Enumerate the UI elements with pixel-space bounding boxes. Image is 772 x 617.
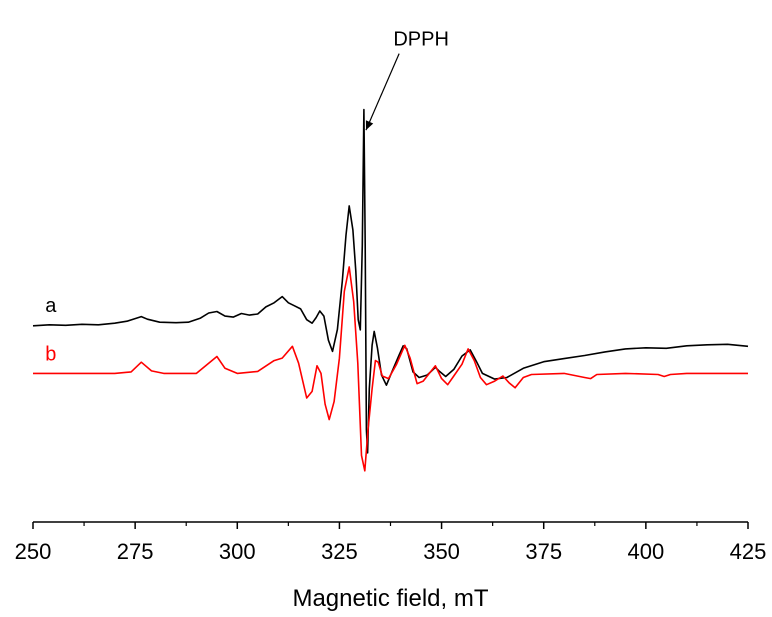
x-tick-label-425: 425 <box>730 539 767 564</box>
series-line-a <box>32 108 749 454</box>
x-tick-label-275: 275 <box>117 539 154 564</box>
x-tick-label-300: 300 <box>219 539 256 564</box>
series-layer <box>32 108 749 472</box>
x-axis: 250 275 300 325 350 375 400 425 <box>15 521 767 564</box>
dpph-arrow-line <box>365 53 400 131</box>
x-tick-label-325: 325 <box>321 539 358 564</box>
x-tick-label-350: 350 <box>423 539 460 564</box>
annotation-a: a <box>45 295 57 317</box>
x-tick-label-375: 375 <box>525 539 562 564</box>
annotation-dpph: DPPH <box>393 29 449 51</box>
series-line-b <box>33 266 748 472</box>
x-tick-label-400: 400 <box>627 539 664 564</box>
annotation-b: b <box>45 344 56 366</box>
annotation-layer: a b DPPH <box>45 29 449 366</box>
x-axis-title: Magnetic field, mT <box>292 585 488 612</box>
dpph-arrow-head <box>365 120 374 131</box>
x-tick-label-250: 250 <box>15 539 52 564</box>
